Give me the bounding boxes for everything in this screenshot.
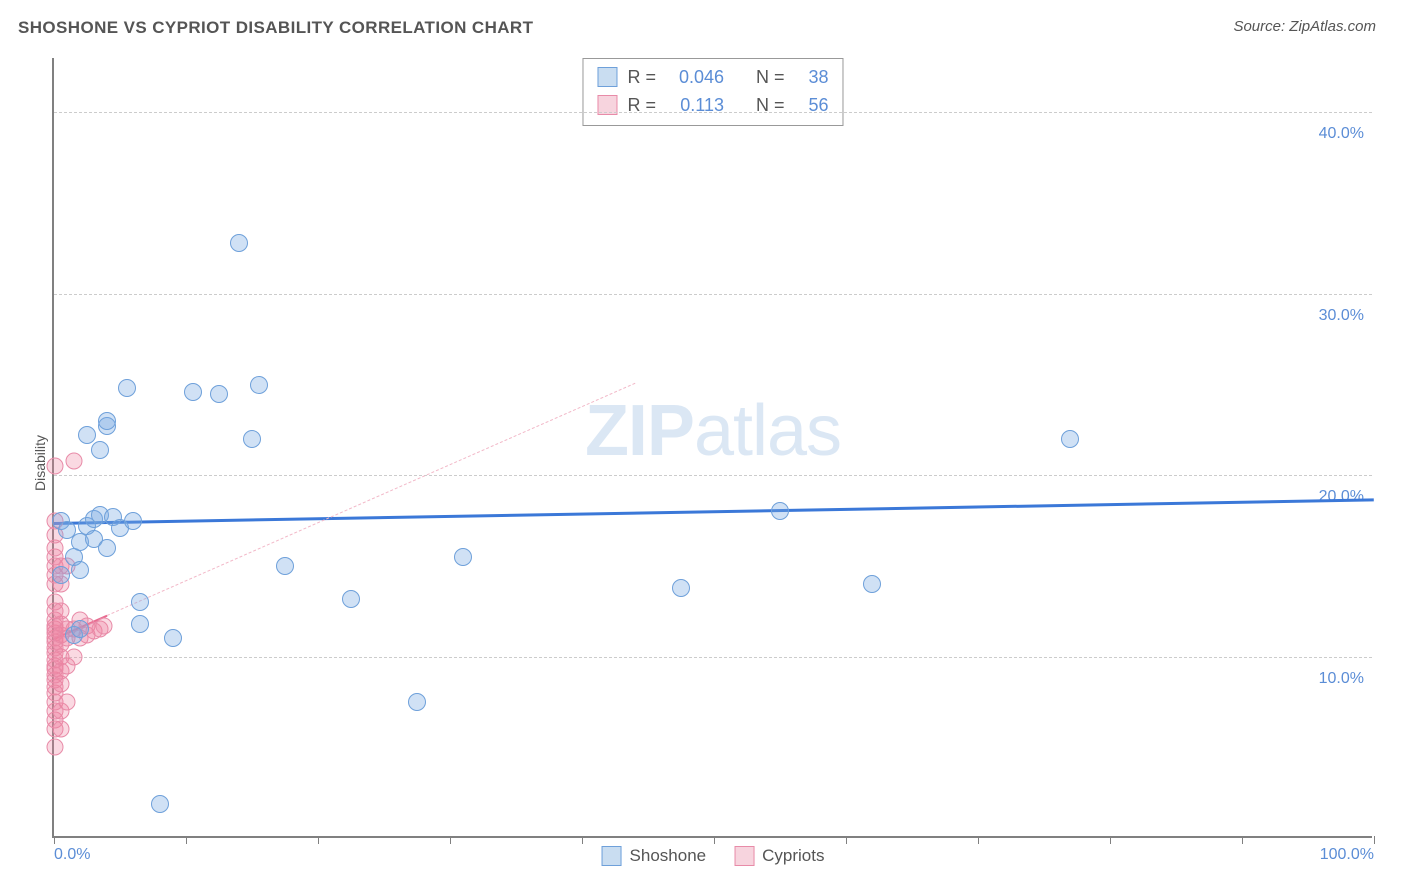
r-label: R = bbox=[627, 67, 656, 88]
data-point-shoshone bbox=[78, 426, 96, 444]
x-tick bbox=[978, 836, 979, 844]
x-tick bbox=[186, 836, 187, 844]
legend-label: Cypriots bbox=[762, 846, 824, 866]
data-point-shoshone bbox=[71, 620, 89, 638]
x-tick bbox=[582, 836, 583, 844]
data-point-shoshone bbox=[454, 548, 472, 566]
legend-label: Shoshone bbox=[630, 846, 707, 866]
x-tick bbox=[714, 836, 715, 844]
gridline bbox=[54, 475, 1372, 476]
swatch-blue bbox=[602, 846, 622, 866]
data-point-cypriots bbox=[65, 648, 82, 665]
y-tick-label: 10.0% bbox=[1319, 670, 1364, 688]
data-point-cypriots bbox=[52, 603, 69, 620]
data-point-shoshone bbox=[672, 579, 690, 597]
x-tick bbox=[318, 836, 319, 844]
x-tick bbox=[450, 836, 451, 844]
y-tick-label: 40.0% bbox=[1319, 125, 1364, 143]
swatch-blue bbox=[597, 67, 617, 87]
data-point-shoshone bbox=[863, 575, 881, 593]
data-point-cypriots bbox=[59, 693, 76, 710]
series-legend: Shoshone Cypriots bbox=[602, 846, 825, 866]
data-point-shoshone bbox=[408, 693, 426, 711]
data-point-shoshone bbox=[164, 629, 182, 647]
x-tick-label: 0.0% bbox=[54, 846, 90, 864]
r-value: 0.046 bbox=[666, 67, 724, 88]
stats-row: R =0.113N =56 bbox=[597, 91, 828, 119]
data-point-shoshone bbox=[771, 502, 789, 520]
plot-area: ZIPatlas R =0.046N =38R =0.113N =56 Shos… bbox=[52, 58, 1372, 838]
stats-legend: R = 0.046 N = 38 R =0.113N =56 bbox=[582, 58, 843, 126]
data-point-cypriots bbox=[52, 721, 69, 738]
data-point-shoshone bbox=[184, 383, 202, 401]
legend-item-cypriots: Cypriots bbox=[734, 846, 824, 866]
data-point-shoshone bbox=[118, 379, 136, 397]
data-point-shoshone bbox=[131, 615, 149, 633]
x-tick bbox=[54, 836, 55, 844]
data-point-shoshone bbox=[98, 539, 116, 557]
x-tick bbox=[1374, 836, 1375, 844]
data-point-cypriots bbox=[47, 739, 64, 756]
data-point-shoshone bbox=[342, 590, 360, 608]
data-point-shoshone bbox=[230, 234, 248, 252]
stats-row: R = 0.046 N = 38 bbox=[597, 63, 828, 91]
gridline bbox=[54, 294, 1372, 295]
x-tick bbox=[1242, 836, 1243, 844]
x-tick-label: 100.0% bbox=[1320, 846, 1374, 864]
data-point-shoshone bbox=[250, 376, 268, 394]
data-point-cypriots bbox=[47, 458, 64, 475]
gridline bbox=[54, 657, 1372, 658]
data-point-cypriots bbox=[96, 617, 113, 634]
n-label: N = bbox=[756, 67, 785, 88]
legend-item-shoshone: Shoshone bbox=[602, 846, 707, 866]
n-value: 38 bbox=[795, 67, 829, 88]
data-point-shoshone bbox=[1061, 430, 1079, 448]
data-point-shoshone bbox=[243, 430, 261, 448]
data-point-shoshone bbox=[98, 412, 116, 430]
chart-container: Disability ZIPatlas R = 0.046 N = 38 R =0.11… bbox=[18, 48, 1388, 878]
chart-title: SHOSHONE VS CYPRIOT DISABILITY CORRELATI… bbox=[18, 18, 533, 38]
data-point-shoshone bbox=[210, 385, 228, 403]
trend-line bbox=[107, 383, 635, 616]
gridline bbox=[54, 112, 1372, 113]
data-point-shoshone bbox=[91, 441, 109, 459]
x-tick bbox=[846, 836, 847, 844]
data-point-shoshone bbox=[131, 593, 149, 611]
data-point-shoshone bbox=[151, 795, 169, 813]
source-label: Source: ZipAtlas.com bbox=[1233, 18, 1376, 35]
data-point-shoshone bbox=[52, 566, 70, 584]
data-point-shoshone bbox=[71, 561, 89, 579]
y-tick-label: 30.0% bbox=[1319, 307, 1364, 325]
data-point-shoshone bbox=[276, 557, 294, 575]
x-tick bbox=[1110, 836, 1111, 844]
y-axis-label: Disability bbox=[32, 435, 48, 491]
swatch-pink bbox=[734, 846, 754, 866]
y-tick-label: 20.0% bbox=[1319, 488, 1364, 506]
data-point-shoshone bbox=[124, 512, 142, 530]
data-point-cypriots bbox=[65, 452, 82, 469]
trend-line bbox=[54, 499, 1374, 526]
watermark: ZIPatlas bbox=[585, 390, 841, 472]
